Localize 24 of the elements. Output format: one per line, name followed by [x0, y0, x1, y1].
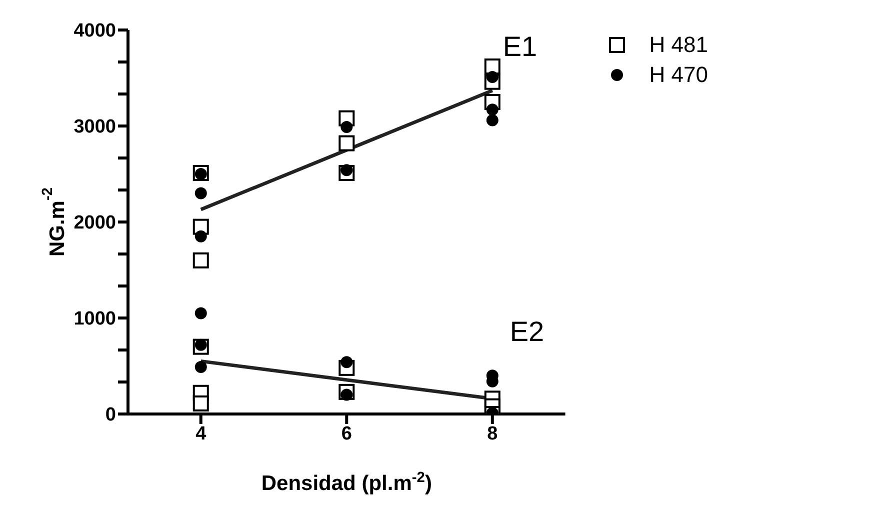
x-axis-title: Densidad (pl.m$^{-2}$): [261, 470, 432, 495]
point: [486, 104, 498, 116]
point: [486, 114, 498, 126]
x-tick-label: 4: [196, 423, 207, 444]
point: [194, 230, 207, 242]
y-tick-label: 0: [105, 404, 116, 426]
y-tick-label: 3000: [74, 116, 116, 138]
point: [194, 307, 207, 320]
point: [194, 360, 207, 373]
legend-label: H 481: [649, 32, 708, 58]
point: [194, 187, 207, 200]
x-tick-label: 8: [487, 423, 498, 444]
point: [340, 120, 353, 133]
point: [192, 252, 209, 268]
annotation: E1: [502, 31, 538, 63]
point: [484, 58, 500, 74]
y-tick-label: 4000: [74, 20, 116, 42]
y-tick-label: 1000: [74, 308, 116, 330]
point: [192, 395, 209, 412]
y-tick-label: 2000: [74, 212, 116, 234]
point: [338, 135, 355, 152]
annotation: E2: [510, 316, 544, 348]
x-tick-label: 6: [341, 423, 352, 444]
legend-label: H 470: [649, 62, 708, 88]
